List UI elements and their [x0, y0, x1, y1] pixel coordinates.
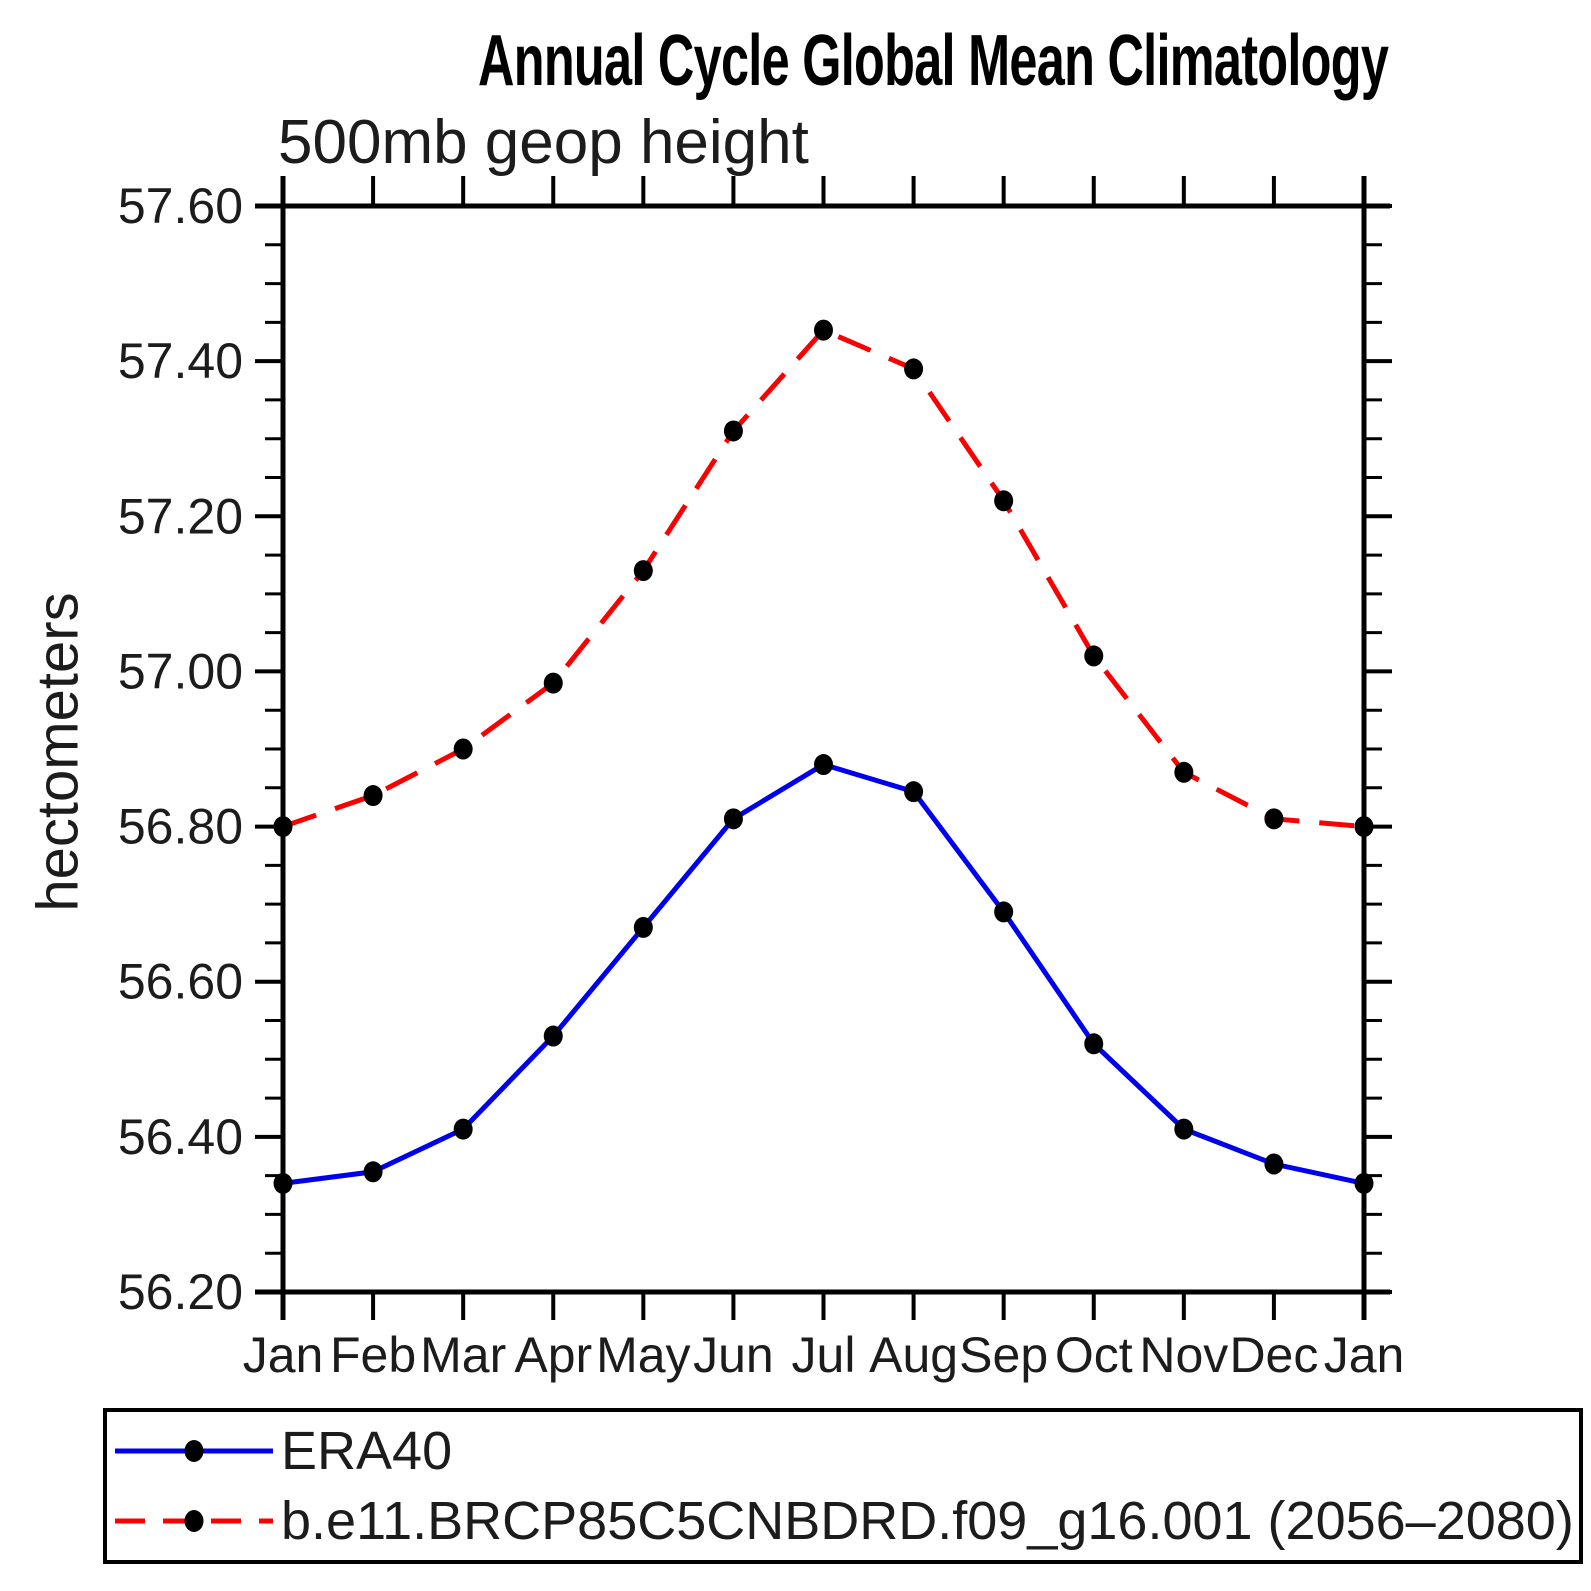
data-point-marker [1354, 1172, 1374, 1194]
data-point-marker [453, 1118, 473, 1140]
y-tick-label: 56.20 [118, 1264, 243, 1320]
chart-subtitle: 500mb geop height [278, 108, 809, 177]
legend-label-era40: ERA40 [281, 1420, 453, 1481]
data-point-marker [994, 901, 1014, 923]
title-container: Annual Cycle Global Mean Climatology [283, 23, 1389, 100]
data-point-marker [723, 808, 743, 830]
legend-sample-marker-dot [184, 1439, 204, 1462]
x-tick-label: Jun [693, 1327, 774, 1383]
legend-line-sample-dashed [115, 1510, 273, 1533]
data-point-marker [1264, 1153, 1284, 1175]
legend-sample-marker-dot [184, 1510, 204, 1533]
data-point-marker [363, 1161, 383, 1183]
y-tick-label: 56.80 [118, 799, 243, 855]
data-point-marker [543, 672, 563, 694]
data-point-marker [814, 319, 833, 341]
legend-row-model: b.e11.BRCP85C5CNBDRD.f09_g16.001 (2056–2… [113, 1489, 1579, 1553]
x-tick-label: Oct [1055, 1327, 1133, 1383]
data-point-marker [1084, 645, 1104, 667]
x-tick-label: Apr [514, 1327, 592, 1383]
data-point-marker [1174, 1118, 1194, 1140]
y-tick-label: 56.40 [118, 1109, 243, 1165]
data-point-marker [904, 358, 924, 380]
y-tick-label: 56.60 [118, 954, 243, 1010]
series-line-0 [282, 761, 1365, 1186]
y-tick-label: 57.20 [118, 488, 243, 544]
x-tick-label: Mar [420, 1327, 506, 1383]
series-0 [273, 754, 1374, 1194]
x-tick-label: Feb [330, 1327, 416, 1383]
data-point-marker [273, 816, 293, 838]
x-axis-tick-labels: Jan Feb Mar Apr May Jun Jul Aug Sep Oct Nov Dec Jan [243, 1327, 1405, 1383]
data-point-marker [1084, 1033, 1104, 1055]
data-point-marker [1264, 808, 1284, 830]
y-tick-label: 57.00 [118, 643, 243, 699]
data-point-marker [633, 916, 653, 938]
y-tick-label: 57.60 [118, 178, 243, 234]
x-axis-ticks [281, 176, 1366, 1320]
series-1 [273, 319, 1374, 838]
x-tick-label: Jan [243, 1327, 324, 1383]
y-tick-label: 57.40 [118, 333, 243, 389]
x-tick-label: Nov [1139, 1327, 1228, 1383]
data-point-marker [543, 1025, 563, 1047]
series-line-1 [282, 327, 1365, 830]
y-axis-ticks [255, 204, 1392, 1294]
data-point-marker [363, 785, 383, 807]
y-axis-tick-labels: 56.20 56.40 56.60 56.80 57.00 57.20 57.40 57.60 [118, 178, 243, 1320]
data-point-marker [723, 420, 743, 442]
data-point-marker [994, 490, 1014, 512]
data-point-marker [1354, 816, 1374, 838]
chart-title: Annual Cycle Global Mean Climatology [478, 21, 1389, 101]
legend-line-sample-solid [115, 1439, 273, 1462]
x-tick-label: Dec [1229, 1327, 1318, 1383]
legend-row-era40: ERA40 [113, 1419, 1579, 1483]
data-point-marker [453, 738, 473, 760]
legend: ERA40 b.e11.BRCP85C5CNBDRD.f09_g16.001 (… [103, 1408, 1583, 1564]
x-tick-label: Aug [869, 1327, 958, 1383]
data-point-marker [814, 754, 833, 776]
legend-label-model: b.e11.BRCP85C5CNBDRD.f09_g16.001 (2056–2… [281, 1491, 1574, 1552]
data-point-marker [633, 560, 653, 582]
data-point-marker [273, 1172, 293, 1194]
x-tick-label: Jul [792, 1327, 856, 1383]
x-tick-label: Jan [1324, 1327, 1405, 1383]
data-point-marker [904, 781, 924, 803]
x-tick-label: May [596, 1327, 690, 1383]
data-point-marker [1174, 761, 1194, 783]
x-tick-label: Sep [959, 1327, 1048, 1383]
